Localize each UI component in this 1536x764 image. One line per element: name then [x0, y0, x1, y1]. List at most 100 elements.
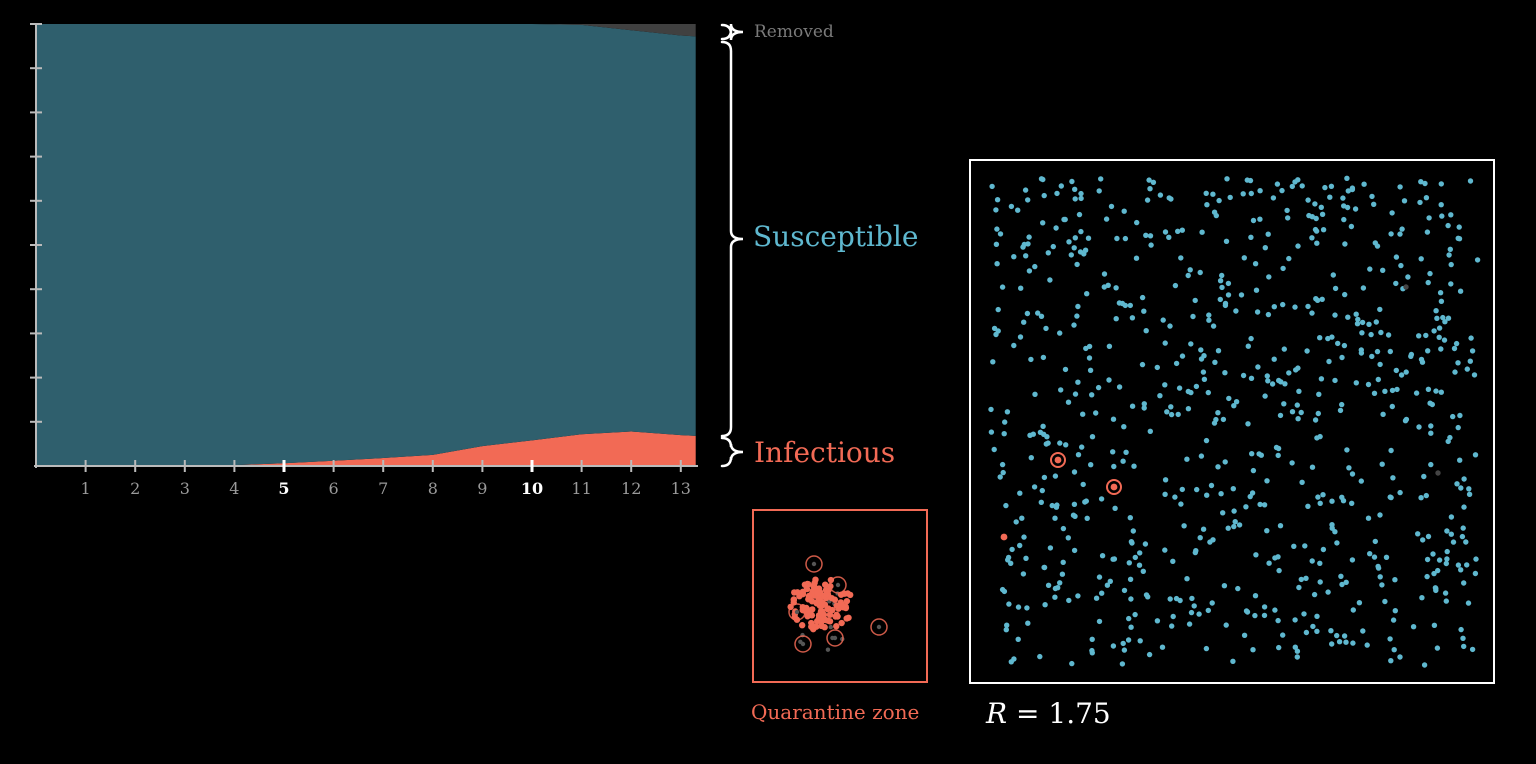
susceptible-dot [1231, 508, 1237, 514]
susceptible-dot [1098, 496, 1105, 502]
susceptible-dot [1013, 519, 1019, 525]
quarantine-radius-ring [829, 576, 847, 594]
susceptible-dot [1309, 310, 1315, 316]
susceptible-dot [1353, 380, 1360, 386]
susceptible-dot [1038, 313, 1045, 319]
x-tick-label: 11 [571, 479, 591, 498]
susceptible-dot [1390, 617, 1397, 623]
susceptible-dot [1461, 643, 1467, 650]
susceptible-dot [1252, 593, 1259, 599]
susceptible-dot [1277, 412, 1284, 419]
susceptible-dot [1162, 477, 1169, 483]
susceptible-dot [1366, 321, 1372, 327]
susceptible-dot [1157, 192, 1164, 198]
susceptible-dot [1024, 605, 1030, 611]
susceptible-dot [1160, 317, 1166, 323]
susceptible-dot [1328, 628, 1334, 634]
susceptible-dot [1342, 291, 1348, 298]
susceptible-dot [1316, 391, 1322, 397]
susceptible-dot [1140, 568, 1147, 574]
susceptible-dot [1266, 274, 1272, 280]
susceptible-dot [1276, 567, 1282, 574]
susceptible-dot [1020, 571, 1027, 577]
quarantine-frame [752, 509, 928, 683]
susceptible-dot [1225, 292, 1232, 298]
susceptible-dot [1121, 424, 1127, 430]
susceptible-dot [1113, 316, 1119, 322]
susceptible-dot [1223, 238, 1230, 244]
susceptible-dot [1075, 303, 1081, 310]
susceptible-dot [1419, 359, 1426, 365]
susceptible-dot [1379, 582, 1385, 588]
susceptible-dot [1049, 502, 1055, 509]
susceptible-dot [1377, 361, 1383, 368]
susceptible-dot [1350, 607, 1357, 613]
susceptible-dot [1041, 192, 1047, 199]
susceptible-dot [1329, 498, 1335, 504]
susceptible-dot [1142, 541, 1149, 547]
susceptible-dot [1122, 235, 1129, 242]
susceptible-dot [1466, 491, 1473, 497]
susceptible-dot [1238, 292, 1245, 298]
susceptible-dot [1047, 277, 1053, 283]
susceptible-dot [1282, 381, 1288, 387]
susceptible-dot [1443, 560, 1450, 567]
susceptible-dot [1317, 560, 1323, 566]
susceptible-dot [1436, 325, 1443, 331]
legend-braces [720, 23, 744, 468]
susceptible-dot [1292, 304, 1298, 310]
susceptible-dot [1418, 179, 1424, 185]
susceptible-dot [1274, 181, 1281, 187]
susceptible-dot [1335, 340, 1341, 347]
x-tick-label: 7 [378, 479, 388, 498]
susceptible-dot [1075, 379, 1081, 385]
susceptible-dot [1343, 639, 1349, 645]
susceptible-dot [1320, 492, 1326, 498]
susceptible-dot [1355, 316, 1361, 323]
susceptible-dot [1276, 377, 1282, 384]
x-tick-label: 13 [671, 479, 691, 498]
susceptible-dot [1318, 204, 1325, 210]
susceptible-dot [1101, 271, 1108, 277]
susceptible-dot [1387, 348, 1394, 355]
susceptible-dot [1205, 389, 1212, 396]
susceptible-dot [1027, 432, 1033, 438]
susceptible-dot [1332, 312, 1338, 318]
susceptible-dot [1454, 481, 1460, 487]
susceptible-dot [1332, 285, 1339, 292]
susceptible-dot [1106, 377, 1112, 383]
susceptible-dot [1157, 393, 1163, 399]
susceptible-dot [1066, 597, 1072, 604]
susceptible-dot [1314, 297, 1321, 303]
quarantine-radius-ring [826, 629, 844, 647]
susceptible-dot [990, 359, 996, 365]
susceptible-dot [1332, 377, 1338, 384]
susceptible-dot [1199, 229, 1205, 235]
quarantine-removed-dot [794, 609, 800, 615]
susceptible-dot [1168, 411, 1175, 418]
susceptible-dot [1019, 515, 1025, 521]
susceptible-dot [1072, 196, 1078, 202]
susceptible-dot [1074, 313, 1080, 319]
susceptible-dot [1436, 557, 1443, 563]
susceptible-dot [1383, 554, 1390, 560]
susceptible-dot [1292, 617, 1298, 623]
susceptible-dot [1344, 204, 1351, 211]
x-tick-label: 12 [621, 479, 641, 498]
susceptible-dot [988, 429, 995, 435]
susceptible-dot [1150, 179, 1157, 185]
susceptible-dot [1167, 596, 1173, 602]
susceptible-dot [1172, 494, 1178, 500]
susceptible-dot [1374, 348, 1381, 355]
susceptible-dot [1116, 300, 1123, 306]
susceptible-dot [1224, 176, 1230, 182]
susceptible-dot [1209, 600, 1215, 606]
susceptible-dot [1397, 489, 1403, 496]
susceptible-dot [1196, 611, 1202, 617]
susceptible-dot [1021, 319, 1027, 325]
susceptible-dot [1148, 242, 1154, 248]
quarantine-infected-dot [826, 611, 834, 618]
susceptible-dot [1121, 587, 1128, 594]
susceptible-dot [1217, 296, 1224, 303]
